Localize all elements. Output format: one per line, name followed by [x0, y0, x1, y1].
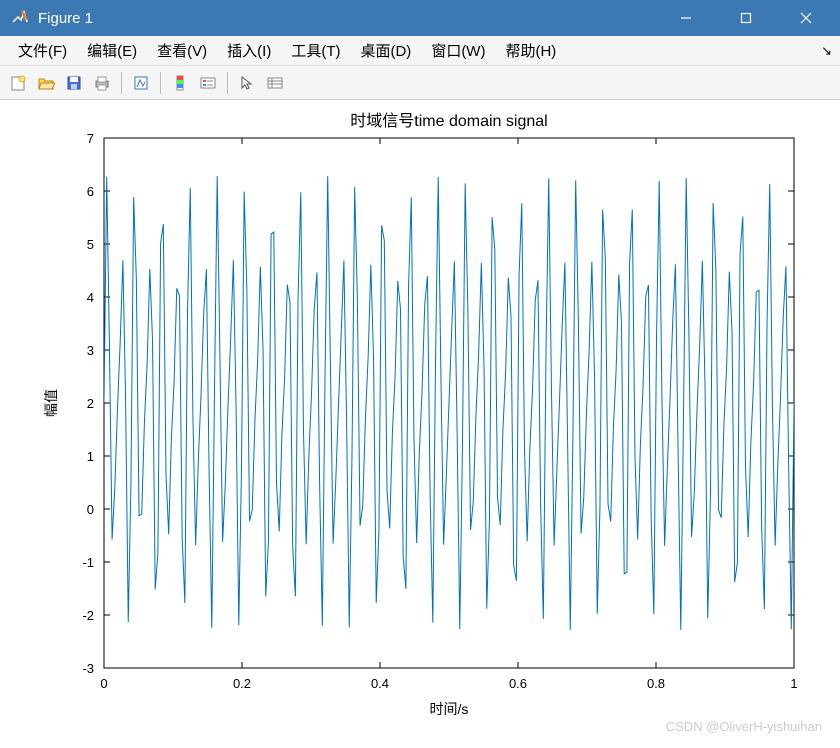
link-plot-icon[interactable]	[263, 71, 287, 95]
svg-text:6: 6	[87, 184, 94, 199]
toolbar-separator	[227, 72, 228, 94]
open-icon[interactable]	[34, 71, 58, 95]
svg-text:0.8: 0.8	[647, 676, 665, 691]
menu-tools[interactable]: 工具(T)	[281, 36, 350, 65]
svg-text:-3: -3	[82, 661, 94, 676]
menu-help[interactable]: 帮助(H)	[495, 36, 566, 65]
svg-text:7: 7	[87, 131, 94, 146]
menu-desktop[interactable]: 桌面(D)	[350, 36, 421, 65]
svg-text:0.2: 0.2	[233, 676, 251, 691]
menu-window[interactable]: 窗口(W)	[421, 36, 495, 65]
menu-edit[interactable]: 编辑(E)	[77, 36, 147, 65]
svg-text:0.4: 0.4	[371, 676, 389, 691]
svg-text:1: 1	[790, 676, 797, 691]
toolbar-separator	[121, 72, 122, 94]
svg-text:-1: -1	[82, 555, 94, 570]
svg-text:2: 2	[87, 396, 94, 411]
close-button[interactable]	[776, 0, 836, 36]
matlab-app-icon	[10, 8, 30, 28]
menubar: 文件(F) 编辑(E) 查看(V) 插入(I) 工具(T) 桌面(D) 窗口(W…	[0, 36, 840, 66]
print-icon[interactable]	[90, 71, 114, 95]
menu-overflow-icon[interactable]: ↘	[821, 43, 832, 59]
svg-text:幅值: 幅值	[43, 389, 59, 417]
save-icon[interactable]	[62, 71, 86, 95]
svg-text:4: 4	[87, 290, 94, 305]
svg-text:0: 0	[87, 502, 94, 517]
toolbar	[0, 66, 840, 100]
minimize-button[interactable]	[656, 0, 716, 36]
insert-colorbar-icon[interactable]	[168, 71, 192, 95]
edit-plot-icon[interactable]	[129, 71, 153, 95]
window-titlebar: Figure 1	[0, 0, 840, 36]
insert-legend-icon[interactable]	[196, 71, 220, 95]
svg-text:1: 1	[87, 449, 94, 464]
watermark-text: CSDN @OliverH-yishuihan	[666, 719, 822, 734]
svg-text:-2: -2	[82, 608, 94, 623]
figure-canvas[interactable]: 0 0.2 0.4 0.6 0.8 1 -3 -2 -1 0 1 2 3 4 5 6 7 时域信号time dom…	[0, 100, 840, 748]
svg-text:时域信号time domain signal: 时域信号time domain signal	[350, 112, 547, 130]
menu-view[interactable]: 查看(V)	[147, 36, 217, 65]
svg-text:0: 0	[100, 676, 107, 691]
maximize-button[interactable]	[716, 0, 776, 36]
svg-text:5: 5	[87, 237, 94, 252]
window-title: Figure 1	[38, 10, 656, 27]
toolbar-separator	[160, 72, 161, 94]
svg-text:3: 3	[87, 343, 94, 358]
chart-svg: 0 0.2 0.4 0.6 0.8 1 -3 -2 -1 0 1 2 3 4 5 6 7 时域信号time dom…	[0, 100, 840, 748]
new-figure-icon[interactable]	[6, 71, 30, 95]
svg-text:时间/s: 时间/s	[430, 701, 469, 717]
data-cursor-icon[interactable]	[235, 71, 259, 95]
svg-text:0.6: 0.6	[509, 676, 527, 691]
menu-file[interactable]: 文件(F)	[8, 36, 77, 65]
menu-insert[interactable]: 插入(I)	[217, 36, 281, 65]
